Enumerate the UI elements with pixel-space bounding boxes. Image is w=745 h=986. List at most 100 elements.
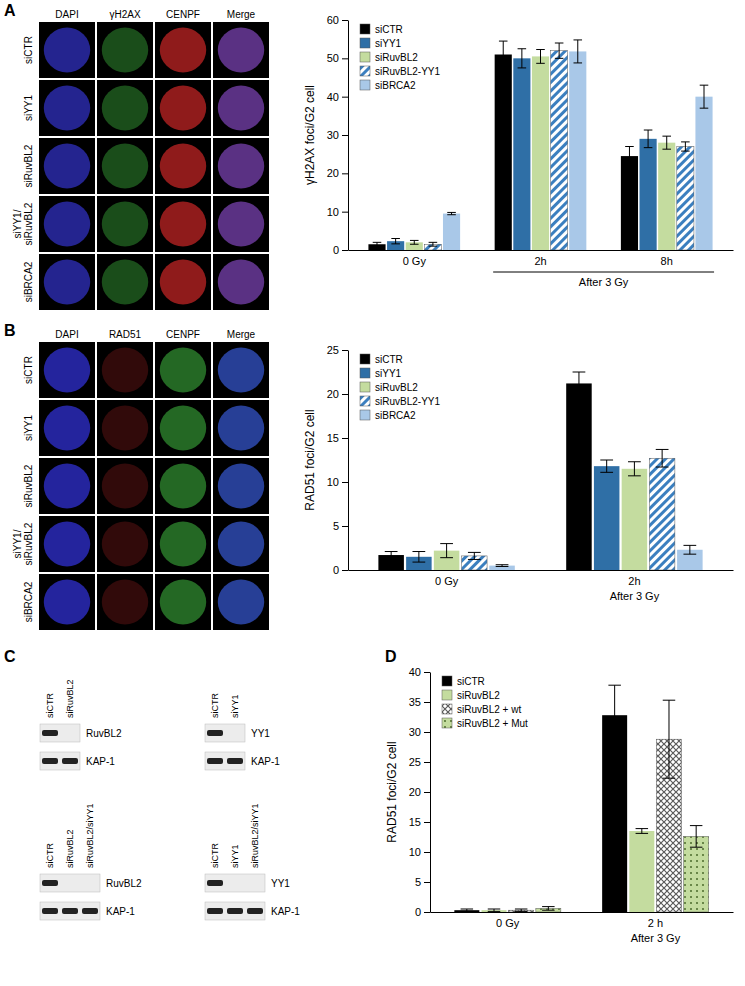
- nucleus: [102, 86, 148, 131]
- tick-label: 0 Gy: [403, 255, 427, 267]
- bar: [495, 55, 512, 251]
- row-label: siBRCA2: [23, 581, 34, 622]
- legend-swatch: [360, 382, 370, 392]
- error-bar: [440, 544, 453, 558]
- nucleus: [218, 86, 264, 131]
- nucleus: [160, 260, 206, 305]
- image-cell: [39, 138, 95, 194]
- image-cell: [155, 342, 211, 398]
- nucleus: [44, 86, 90, 131]
- legend-label: siCTR: [457, 676, 485, 687]
- axis-line: [349, 250, 734, 251]
- tick-label: 50: [327, 52, 339, 64]
- band-label: KAP-1: [106, 906, 135, 917]
- legend-swatch: [360, 24, 370, 34]
- error-bar: [573, 372, 586, 395]
- row-label: siYY1/siRuvBL2: [12, 202, 34, 245]
- image-cell: [155, 516, 211, 572]
- tick: 30: [409, 726, 430, 738]
- legend-label: siBRCA2: [375, 410, 416, 421]
- tick: 5: [333, 520, 348, 532]
- tick-label: 20: [327, 167, 339, 179]
- tick-mark: [424, 732, 430, 733]
- error-bar: [683, 545, 696, 554]
- bar: [551, 51, 568, 250]
- blot-band: [82, 908, 98, 914]
- image-cell: [97, 196, 153, 252]
- tick: 10: [327, 206, 348, 218]
- legend-label: siBRCA2: [375, 80, 416, 91]
- legend-swatch: [360, 38, 370, 48]
- row-label: siYY1: [23, 95, 34, 122]
- image-cell: [39, 458, 95, 514]
- tick-mark: [342, 20, 348, 21]
- error-bar: [429, 242, 438, 246]
- blot-band: [62, 758, 78, 764]
- tick: 0: [333, 244, 348, 256]
- nucleus: [160, 86, 206, 131]
- blot-strip: [205, 902, 265, 920]
- tick: 20: [327, 167, 348, 179]
- axis-title: RAD51 foci/G2 cell: [385, 741, 399, 842]
- column-label: Merge: [227, 9, 256, 20]
- error-bar: [681, 142, 690, 151]
- image-cell: [155, 22, 211, 78]
- tick-mark: [342, 135, 348, 136]
- tick-mark: [342, 250, 348, 251]
- tick-mark: [342, 570, 348, 571]
- row-label: siRuvBL2: [23, 464, 34, 507]
- error-bar: [412, 552, 425, 563]
- lane-label: siRuvBL2/siYY1: [250, 803, 260, 868]
- error-bar: [515, 909, 527, 911]
- legend-label: siRuvBL2-YY1: [375, 66, 440, 77]
- tick: 25: [409, 756, 430, 768]
- blot-strip: [205, 752, 245, 770]
- tick-mark: [424, 912, 430, 913]
- bar: [569, 51, 586, 250]
- bar: [640, 139, 657, 250]
- tick-label: 35: [409, 696, 421, 708]
- error-bar: [373, 242, 382, 246]
- nucleus: [160, 348, 206, 393]
- nucleus: [218, 144, 264, 189]
- lane-label: siRuvBL2/siYY1: [85, 803, 95, 868]
- nucleus: [44, 348, 90, 393]
- image-cell: [213, 138, 269, 194]
- tick: 40: [409, 666, 430, 678]
- tick-mark: [342, 212, 348, 213]
- error-bar: [488, 909, 500, 911]
- lane-label: siCTR: [210, 843, 220, 868]
- legend-swatch: [442, 718, 452, 728]
- nucleus: [102, 406, 148, 451]
- image-cell: [155, 458, 211, 514]
- error-bar: [700, 85, 709, 108]
- tick-label: 10: [409, 846, 421, 858]
- error-bar: [499, 41, 508, 68]
- nucleus: [102, 260, 148, 305]
- blot-band: [227, 908, 243, 914]
- axis-line: [431, 912, 734, 913]
- tick: 40: [327, 91, 348, 103]
- image-cell: [39, 22, 95, 78]
- panel-letter: B: [4, 322, 16, 339]
- image-cell: [97, 80, 153, 136]
- band-label: KAP-1: [271, 906, 300, 917]
- tick-mark: [424, 672, 430, 673]
- tick-label: 30: [327, 129, 339, 141]
- y-axis: 0510152025303540: [409, 666, 431, 918]
- tick-label: 0: [333, 564, 339, 576]
- legend-swatch: [360, 66, 370, 76]
- legend-label: siRuvBL2: [375, 382, 418, 393]
- legend-swatch: [360, 396, 370, 406]
- bar: [594, 466, 620, 570]
- tick-label: 0: [415, 906, 421, 918]
- column-label: DAPI: [55, 329, 78, 340]
- error-bar: [410, 240, 419, 244]
- tick-mark: [342, 526, 348, 527]
- error-bar: [555, 43, 564, 58]
- tick-label: 0: [333, 244, 339, 256]
- tick-mark: [342, 482, 348, 483]
- image-cell: [97, 342, 153, 398]
- bracket: [493, 272, 714, 273]
- image-cell: [97, 458, 153, 514]
